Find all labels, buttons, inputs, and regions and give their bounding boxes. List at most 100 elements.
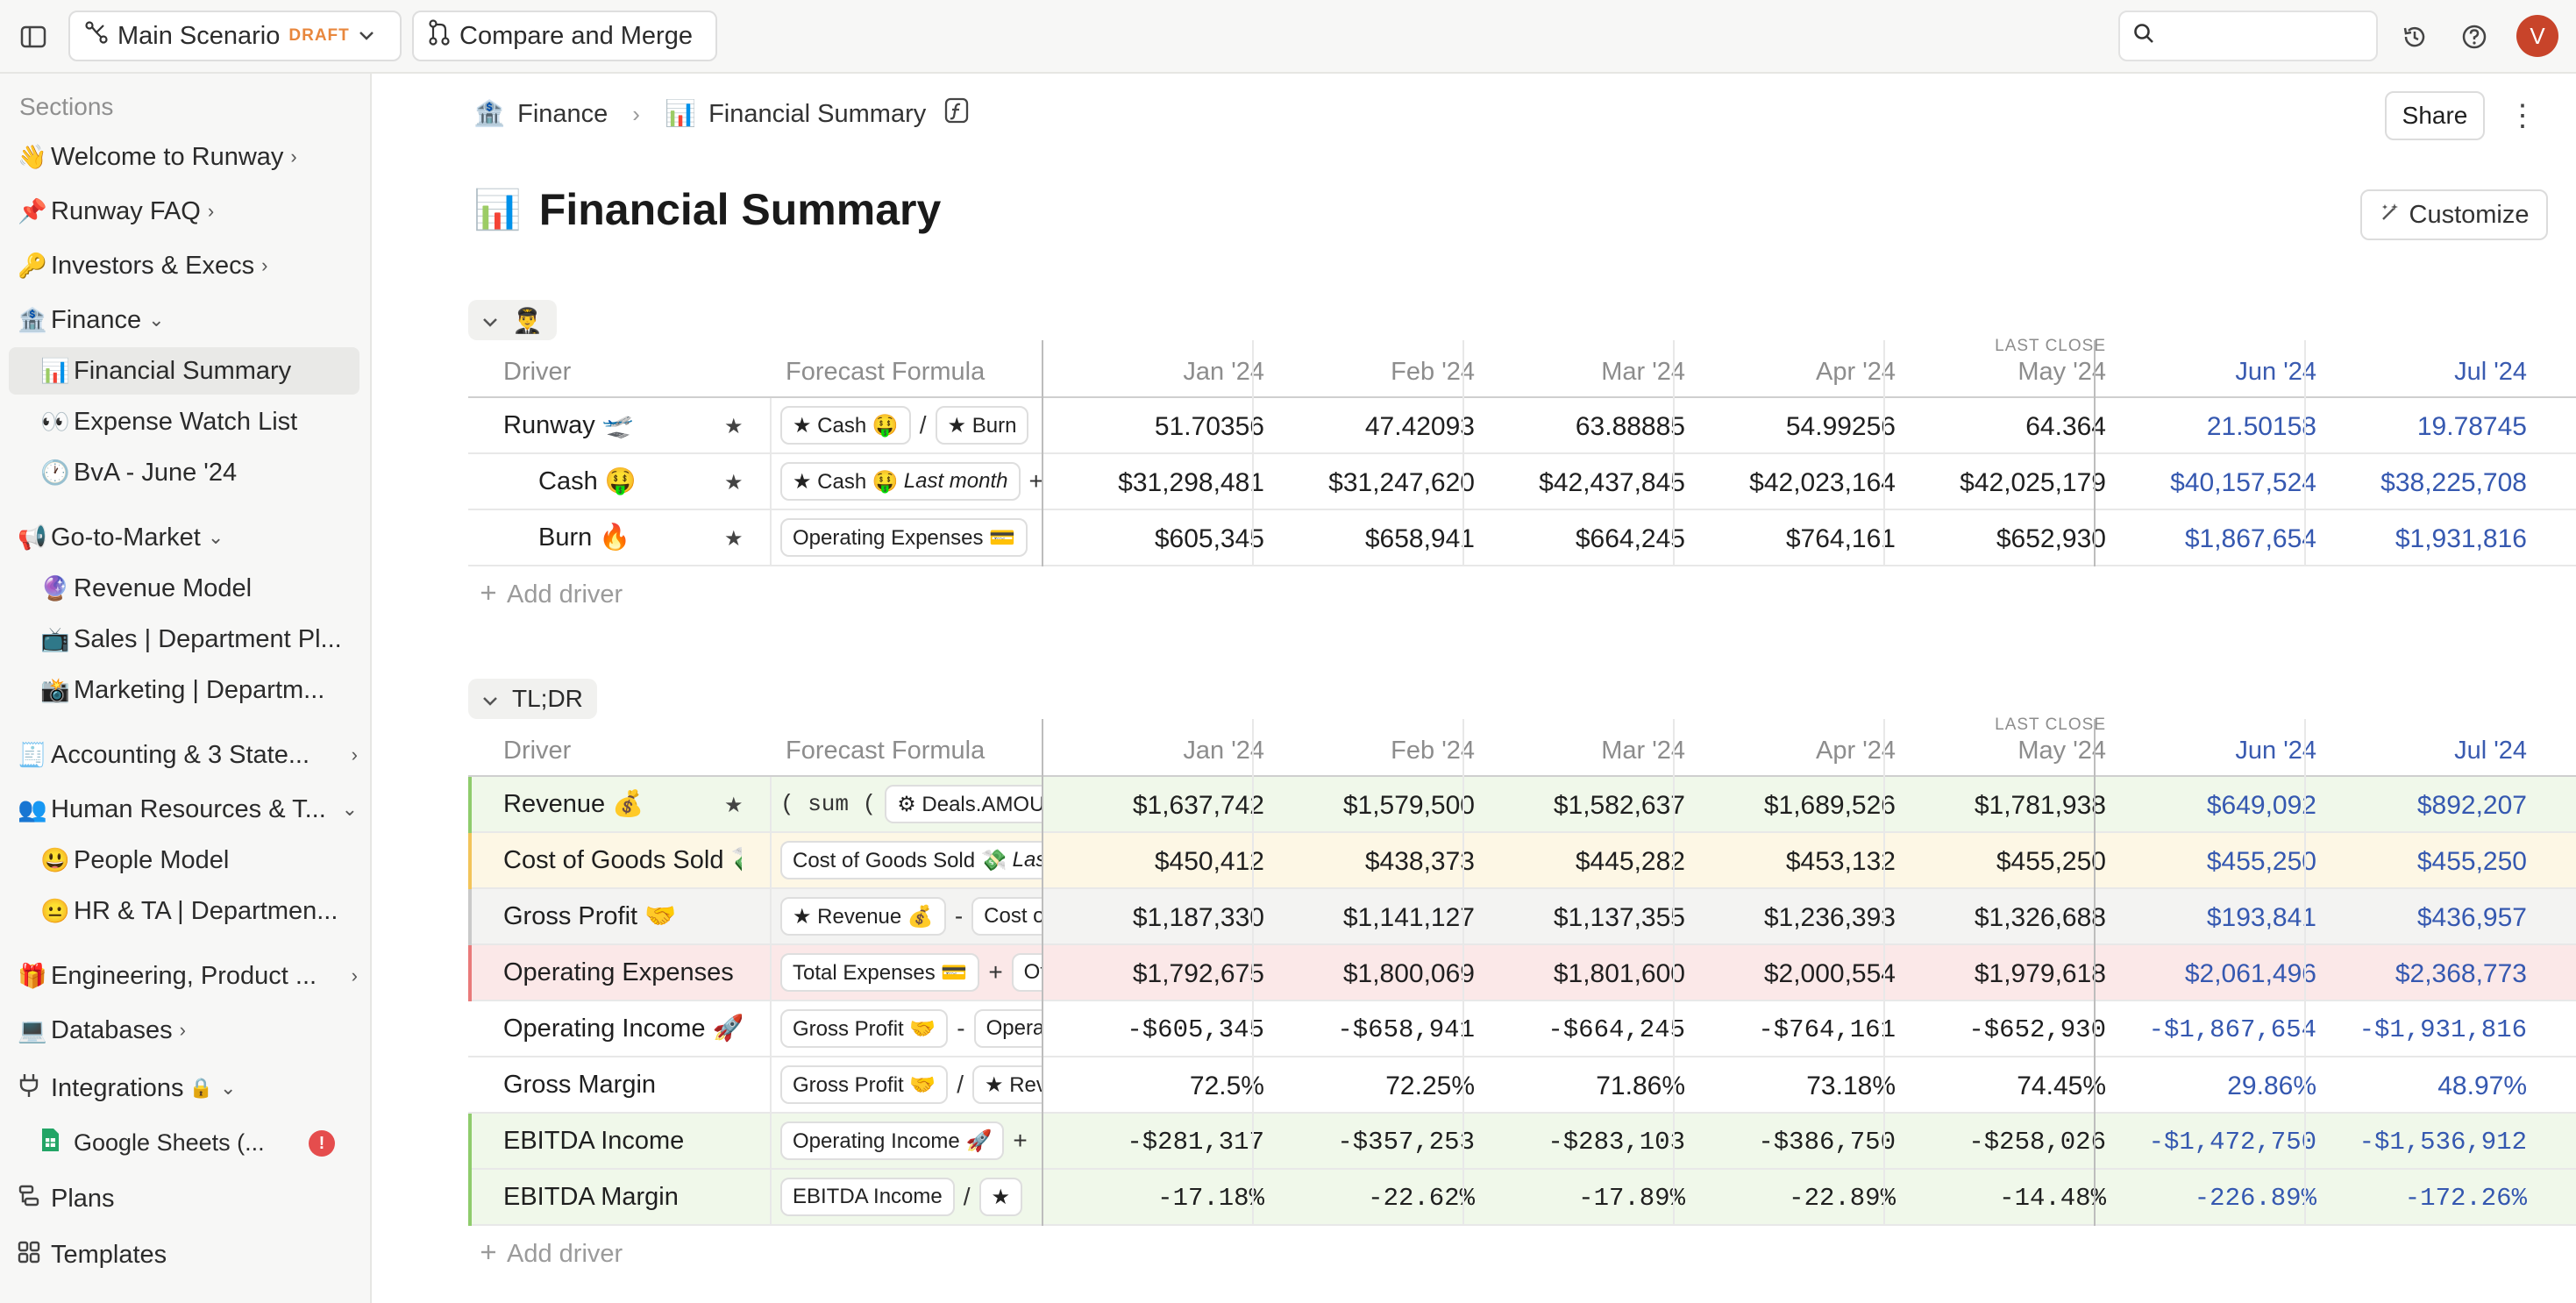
table-row[interactable]: Gross Profit 🤝 ★ Revenue 💰 - Cost of Goo… [468, 889, 2576, 945]
sidebar-toggle-icon[interactable] [16, 19, 51, 54]
value-cell[interactable]: -$652,930 [1968, 1015, 2106, 1044]
more-options-icon[interactable]: ⋮ [2508, 99, 2537, 132]
formula-chip[interactable]: ★ Revenue 💰 [780, 897, 946, 936]
value-cell[interactable]: $2,061,496 [2184, 959, 2316, 988]
add-driver-button[interactable]: Add driver [479, 580, 623, 609]
table-row[interactable]: Cost of Goods Sold 💸 Cost of Goods Sold … [468, 833, 2576, 889]
value-cell[interactable]: $455,250 [1996, 847, 2106, 876]
driver-name[interactable]: Operating Income 🚀 [503, 1015, 742, 1043]
sidebar-item-google-sheets[interactable]: Google Sheets (... [40, 1119, 359, 1166]
value-cell[interactable]: 73.18% [1806, 1072, 1896, 1100]
value-cell[interactable]: $193,841 [2206, 903, 2316, 932]
value-cell[interactable]: $42,025,179 [1960, 468, 2106, 497]
value-cell[interactable]: $1,582,637 [1553, 791, 1685, 820]
value-cell[interactable]: -$1,931,816 [2359, 1015, 2527, 1044]
driver-name[interactable]: Gross Profit 🤝 [503, 902, 677, 930]
help-icon[interactable] [2457, 19, 2492, 54]
value-cell[interactable]: $664,245 [1575, 524, 1685, 553]
customize-button[interactable]: Customize [2360, 189, 2548, 240]
sidebar-item-finance[interactable]: 🏦 Finance ⌄ [18, 296, 359, 344]
formula-chip[interactable]: Gross Profit 🤝 [780, 1065, 949, 1104]
sidebar-item-go-to-market[interactable]: 📢 Go-to-Market ⌄ [18, 514, 359, 561]
value-cell[interactable]: $2,000,554 [1763, 959, 1896, 988]
formula-cell[interactable]: ★ Cash 🤑 / ★ Burn [770, 398, 1042, 452]
value-cell[interactable]: -$1,867,654 [2148, 1015, 2316, 1044]
value-cell[interactable]: $764,161 [1785, 524, 1896, 553]
formula-cell[interactable]: ★ Revenue 💰 - Cost of Goods Sold [770, 889, 1042, 943]
formula-chip[interactable]: ★ Cash 🤑 Last month [780, 462, 1021, 501]
value-cell[interactable]: -$283,103 [1548, 1128, 1685, 1157]
value-cell[interactable]: $1,800,069 [1342, 959, 1475, 988]
formula-cell[interactable]: ( sum ( ⚙ Deals.AMOUNT [770, 777, 1042, 831]
value-cell[interactable]: 64.364 [2025, 412, 2106, 441]
value-cell[interactable]: -$386,750 [1758, 1128, 1896, 1157]
sidebar-item-databases[interactable]: 💻 Databases › [18, 1007, 359, 1054]
sidebar-item-engineering[interactable]: 🎁 Engineering, Product ... › [18, 952, 363, 1000]
table-row[interactable]: Operating Income 🚀 Gross Profit 🤝 - Oper… [468, 1001, 2576, 1057]
formula-cell[interactable]: Gross Profit 🤝 - Operating Expenses [770, 1001, 1042, 1056]
search-input[interactable] [2166, 22, 2359, 50]
formula-chip[interactable]: ★ Burn [935, 406, 1029, 445]
value-cell[interactable]: $649,092 [2206, 791, 2316, 820]
value-cell[interactable]: $450,412 [1154, 847, 1264, 876]
value-cell[interactable]: $892,207 [2416, 791, 2527, 820]
value-cell[interactable]: -14.48% [1999, 1184, 2106, 1213]
history-icon[interactable] [2397, 19, 2432, 54]
share-button[interactable]: Share [2385, 91, 2485, 140]
value-cell[interactable]: $453,132 [1785, 847, 1896, 876]
value-cell[interactable]: $1,781,938 [1974, 791, 2106, 820]
value-cell[interactable]: $1,867,654 [2184, 524, 2316, 553]
formula-cell[interactable]: Cost of Goods Sold 💸 Last month [770, 833, 1042, 887]
breadcrumb-finance[interactable]: Finance [517, 99, 608, 128]
value-cell[interactable]: $2,368,773 [2395, 959, 2527, 988]
value-cell[interactable]: 63.88885 [1575, 412, 1685, 441]
sidebar-item-welcome[interactable]: 👋 Welcome to Runway › [18, 133, 359, 181]
value-cell[interactable]: -$658,941 [1337, 1015, 1475, 1044]
avatar[interactable]: V [2516, 15, 2558, 57]
value-cell[interactable]: $1,141,127 [1342, 903, 1475, 932]
value-cell[interactable]: 72.5% [1189, 1072, 1264, 1100]
sidebar-item-marketing-department[interactable]: 📸 Marketing | Departm... [40, 666, 359, 714]
search-box[interactable] [2118, 11, 2378, 61]
table-row[interactable]: Cash 🤑 ★ ★ Cash 🤑 Last month + $31,298,4… [468, 454, 2576, 510]
table-row[interactable]: Runway 🛫 ★ ★ Cash 🤑 / ★ Burn 51.70356 47… [468, 398, 2576, 454]
formula-cell[interactable]: EBITDA Income / ★ [770, 1170, 1042, 1224]
block-toggle-tldr[interactable]: TL;DR [468, 679, 597, 719]
compare-merge-button[interactable]: Compare and Merge [412, 11, 717, 61]
value-cell[interactable]: -226.89% [2194, 1184, 2316, 1213]
star-icon[interactable]: ★ [724, 471, 744, 495]
formula-chip[interactable]: Operating Expenses [973, 1009, 1042, 1048]
value-cell[interactable]: 21.50158 [2206, 412, 2316, 441]
value-cell[interactable]: $1,689,526 [1763, 791, 1896, 820]
formula-chip[interactable]: ⚙ Deals.AMOUNT [885, 785, 1042, 823]
driver-name[interactable]: Gross Margin [503, 1070, 657, 1099]
sidebar-item-accounting[interactable]: 🧾 Accounting & 3 State... › [18, 731, 363, 779]
value-cell[interactable]: 47.42093 [1364, 412, 1475, 441]
value-cell[interactable]: 48.97% [2437, 1072, 2527, 1100]
driver-name[interactable]: Cash 🤑 [538, 467, 637, 495]
value-cell[interactable]: $38,225,708 [2380, 468, 2527, 497]
star-icon[interactable]: ★ [724, 527, 744, 551]
value-cell[interactable]: $1,931,816 [2395, 524, 2527, 553]
sidebar-item-investors[interactable]: 🔑 Investors & Execs › [18, 242, 359, 289]
value-cell[interactable]: -172.26% [2404, 1184, 2527, 1213]
formula-chip[interactable]: Other [1011, 953, 1042, 992]
sidebar-item-sales-department[interactable]: 📺 Sales | Department Pl... [40, 616, 359, 663]
value-cell[interactable]: $31,298,481 [1118, 468, 1264, 497]
value-cell[interactable]: $438,373 [1364, 847, 1475, 876]
block-toggle-runway[interactable]: 👨‍✈️ [468, 300, 557, 340]
value-cell[interactable]: -22.62% [1368, 1184, 1475, 1213]
scenario-selector[interactable]: Main Scenario DRAFT [68, 11, 402, 61]
sidebar-item-integrations[interactable]: Integrations 🔒 ⌄ [18, 1064, 359, 1112]
sidebar-item-plans[interactable]: Plans [18, 1175, 359, 1222]
table-row[interactable]: EBITDA Income Operating Income 🚀 + -$281… [468, 1114, 2576, 1170]
star-icon[interactable]: ★ [724, 415, 744, 438]
driver-name[interactable]: Cost of Goods Sold 💸 [503, 846, 742, 874]
value-cell[interactable]: $1,637,742 [1132, 791, 1264, 820]
formula-chip[interactable]: Operating Income 🚀 [780, 1121, 1005, 1160]
value-cell[interactable]: -17.18% [1157, 1184, 1264, 1213]
formula-cell[interactable]: Gross Profit 🤝 / ★ Revenue [770, 1057, 1042, 1112]
value-cell[interactable]: -$1,472,750 [2148, 1128, 2316, 1157]
driver-name[interactable]: Operating Expenses 💳 [503, 958, 742, 986]
value-cell[interactable]: 29.86% [2227, 1072, 2316, 1100]
